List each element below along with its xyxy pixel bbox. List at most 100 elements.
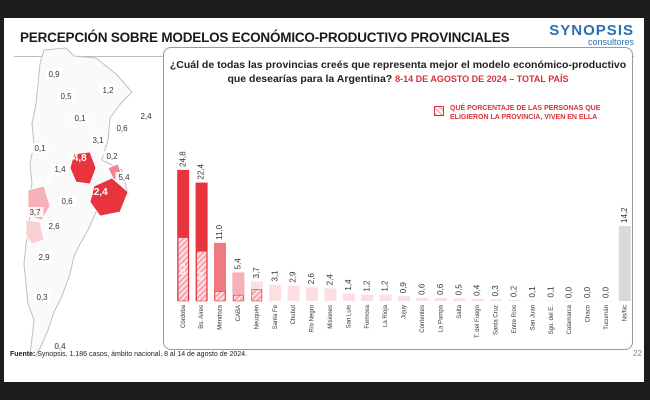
map-value-label: 3,1 bbox=[92, 136, 104, 145]
map-label-box bbox=[51, 164, 69, 174]
category-label: Jujuy bbox=[402, 305, 408, 319]
map-region bbox=[69, 151, 97, 185]
resident-share-bar bbox=[196, 251, 207, 302]
question-date-range: 8-14 DE AGOSTO DE 2024 – TOTAL PAÍS bbox=[395, 74, 569, 84]
page-title: PERCEPCIÓN SOBRE MODELOS ECONÓMICO-PRODU… bbox=[20, 30, 510, 45]
map-label-box bbox=[45, 221, 63, 231]
bar-value-label: 5,4 bbox=[234, 258, 243, 270]
category-label: Chaco bbox=[586, 304, 592, 322]
map-label-box bbox=[26, 207, 44, 217]
category-label: Misiones bbox=[328, 305, 334, 329]
category-label: Santa Cruz bbox=[494, 305, 500, 335]
category-label: Ns/Nc bbox=[622, 305, 628, 321]
bar-value-label: 11,0 bbox=[215, 224, 224, 240]
bar-catamarca bbox=[563, 301, 576, 302]
map-value-label: 2,6 bbox=[48, 222, 60, 231]
legend-swatch-hatched bbox=[434, 106, 444, 116]
bar-mendoza bbox=[214, 242, 226, 301]
bar-caba bbox=[232, 272, 245, 301]
bar-formosa bbox=[361, 294, 374, 301]
map-label-box bbox=[35, 252, 53, 262]
bar-value-label: 3,1 bbox=[270, 270, 279, 282]
map-label-box bbox=[103, 151, 121, 161]
bar-misiones bbox=[324, 288, 337, 301]
bar-jujuy bbox=[398, 296, 410, 301]
map-value-label: 5,4 bbox=[118, 173, 130, 182]
category-label: Catamarca bbox=[567, 304, 573, 334]
map-value-label: 22,4 bbox=[88, 187, 108, 198]
bar-value-label: 0,0 bbox=[583, 286, 592, 298]
bar-value-label: 0,4 bbox=[473, 284, 482, 296]
map-value-label: 24,8 bbox=[67, 153, 87, 164]
bar-value-label: 0,1 bbox=[546, 286, 555, 298]
map-region bbox=[89, 177, 129, 217]
bar-value-label: 2,4 bbox=[326, 274, 335, 286]
map-label-box bbox=[113, 123, 131, 133]
map-value-label: 0,2 bbox=[106, 152, 118, 161]
resident-share-bar bbox=[251, 289, 263, 302]
bar-value-label: 1,2 bbox=[362, 280, 371, 292]
bar-chart: 12,0 24,8 Córdoba 9,4 22,4 Bs. Aires 11,0 Mendo… bbox=[177, 151, 631, 338]
category-label: Entre Ríos bbox=[512, 305, 518, 333]
category-label: Salta bbox=[457, 304, 463, 318]
bar-value-label: 0,2 bbox=[510, 285, 519, 297]
footer-label: Fuente: bbox=[10, 351, 36, 358]
category-label: La Pampa bbox=[438, 304, 444, 332]
bar-value-label: 14,2 bbox=[620, 207, 629, 223]
map-outline bbox=[23, 47, 133, 357]
bar-value-label: 0,0 bbox=[602, 286, 611, 298]
map-label-box bbox=[45, 69, 63, 79]
resident-share-bar bbox=[214, 291, 226, 302]
bar-chubut bbox=[287, 285, 300, 301]
resident-share-label: 12,0 bbox=[181, 263, 187, 275]
map-label-box bbox=[33, 292, 51, 302]
category-label: Chubut bbox=[291, 305, 297, 325]
bar-value-label: 1,4 bbox=[344, 279, 353, 291]
title-bar: PERCEPCIÓN SOBRE MODELOS ECONÓMICO-PRODU… bbox=[4, 18, 644, 58]
map-label-box bbox=[51, 341, 69, 351]
category-label: San Juan bbox=[530, 305, 536, 330]
category-label: Neuquén bbox=[254, 305, 260, 329]
map-label-box bbox=[31, 143, 49, 153]
legend-label: QUÉ PORCENTAJE DE LAS PERSONAS QUE ELIGI… bbox=[450, 105, 601, 121]
map-region bbox=[25, 219, 45, 245]
bar-la-pampa bbox=[434, 297, 447, 301]
bar-r-o-negro bbox=[306, 287, 318, 301]
argentina-map: 0,9 1,2 0,5 2,4 0,1 0,6 3,1 0,1 24,8 0,2 1,4 5,4 11,… bbox=[23, 47, 154, 357]
bar-value-label: 0,9 bbox=[399, 282, 408, 294]
bar-chaco bbox=[582, 301, 594, 302]
category-label: San Luis bbox=[346, 305, 352, 328]
resident-share-label: 9,4 bbox=[199, 271, 205, 280]
map-value-label: 0,6 bbox=[116, 124, 128, 133]
category-label: La Rioja bbox=[383, 304, 389, 327]
bar-salta bbox=[453, 298, 466, 301]
map-value-label: 1,2 bbox=[102, 86, 114, 95]
bar-value-label: 0,6 bbox=[418, 283, 427, 295]
chart-legend: QUÉ PORCENTAJE DE LAS PERSONAS QUE ELIGI… bbox=[430, 103, 630, 133]
bar-value-label: 3,7 bbox=[252, 267, 261, 279]
category-label: Santa Fe bbox=[273, 304, 279, 329]
chart-question: ¿Cuál de todas las provincias creés que … bbox=[165, 58, 631, 86]
logo-main-text: SYNOPSIS bbox=[549, 22, 634, 39]
category-label: Río Negro bbox=[310, 304, 316, 332]
logo-sub-text: consultores bbox=[587, 37, 634, 47]
bar-value-label: 0,5 bbox=[454, 284, 463, 296]
bar-sgo-del-e- bbox=[545, 300, 558, 301]
category-label: Tucumán bbox=[604, 305, 610, 330]
map-label-box bbox=[99, 85, 117, 95]
bar-san-luis bbox=[342, 293, 355, 301]
category-label: T. del Fuego bbox=[475, 304, 481, 338]
bar-value-label: 2,6 bbox=[307, 273, 316, 285]
category-label: Mendoza bbox=[218, 304, 224, 329]
map-label-box bbox=[58, 196, 76, 206]
map-value-label: 0,1 bbox=[34, 144, 46, 153]
resident-share-bar bbox=[177, 237, 189, 302]
question-text: ¿Cuál de todas las provincias creés que … bbox=[169, 59, 627, 85]
map-value-label: 0,4 bbox=[54, 342, 66, 351]
bar-value-label: 1,2 bbox=[381, 280, 390, 292]
category-label: Bs. Aires bbox=[199, 305, 205, 329]
map-value-label: 2,4 bbox=[140, 112, 152, 121]
map-value-label: 0,6 bbox=[61, 197, 73, 206]
bar-value-label: 0,3 bbox=[491, 285, 500, 297]
category-label: Córdoba bbox=[181, 304, 187, 328]
